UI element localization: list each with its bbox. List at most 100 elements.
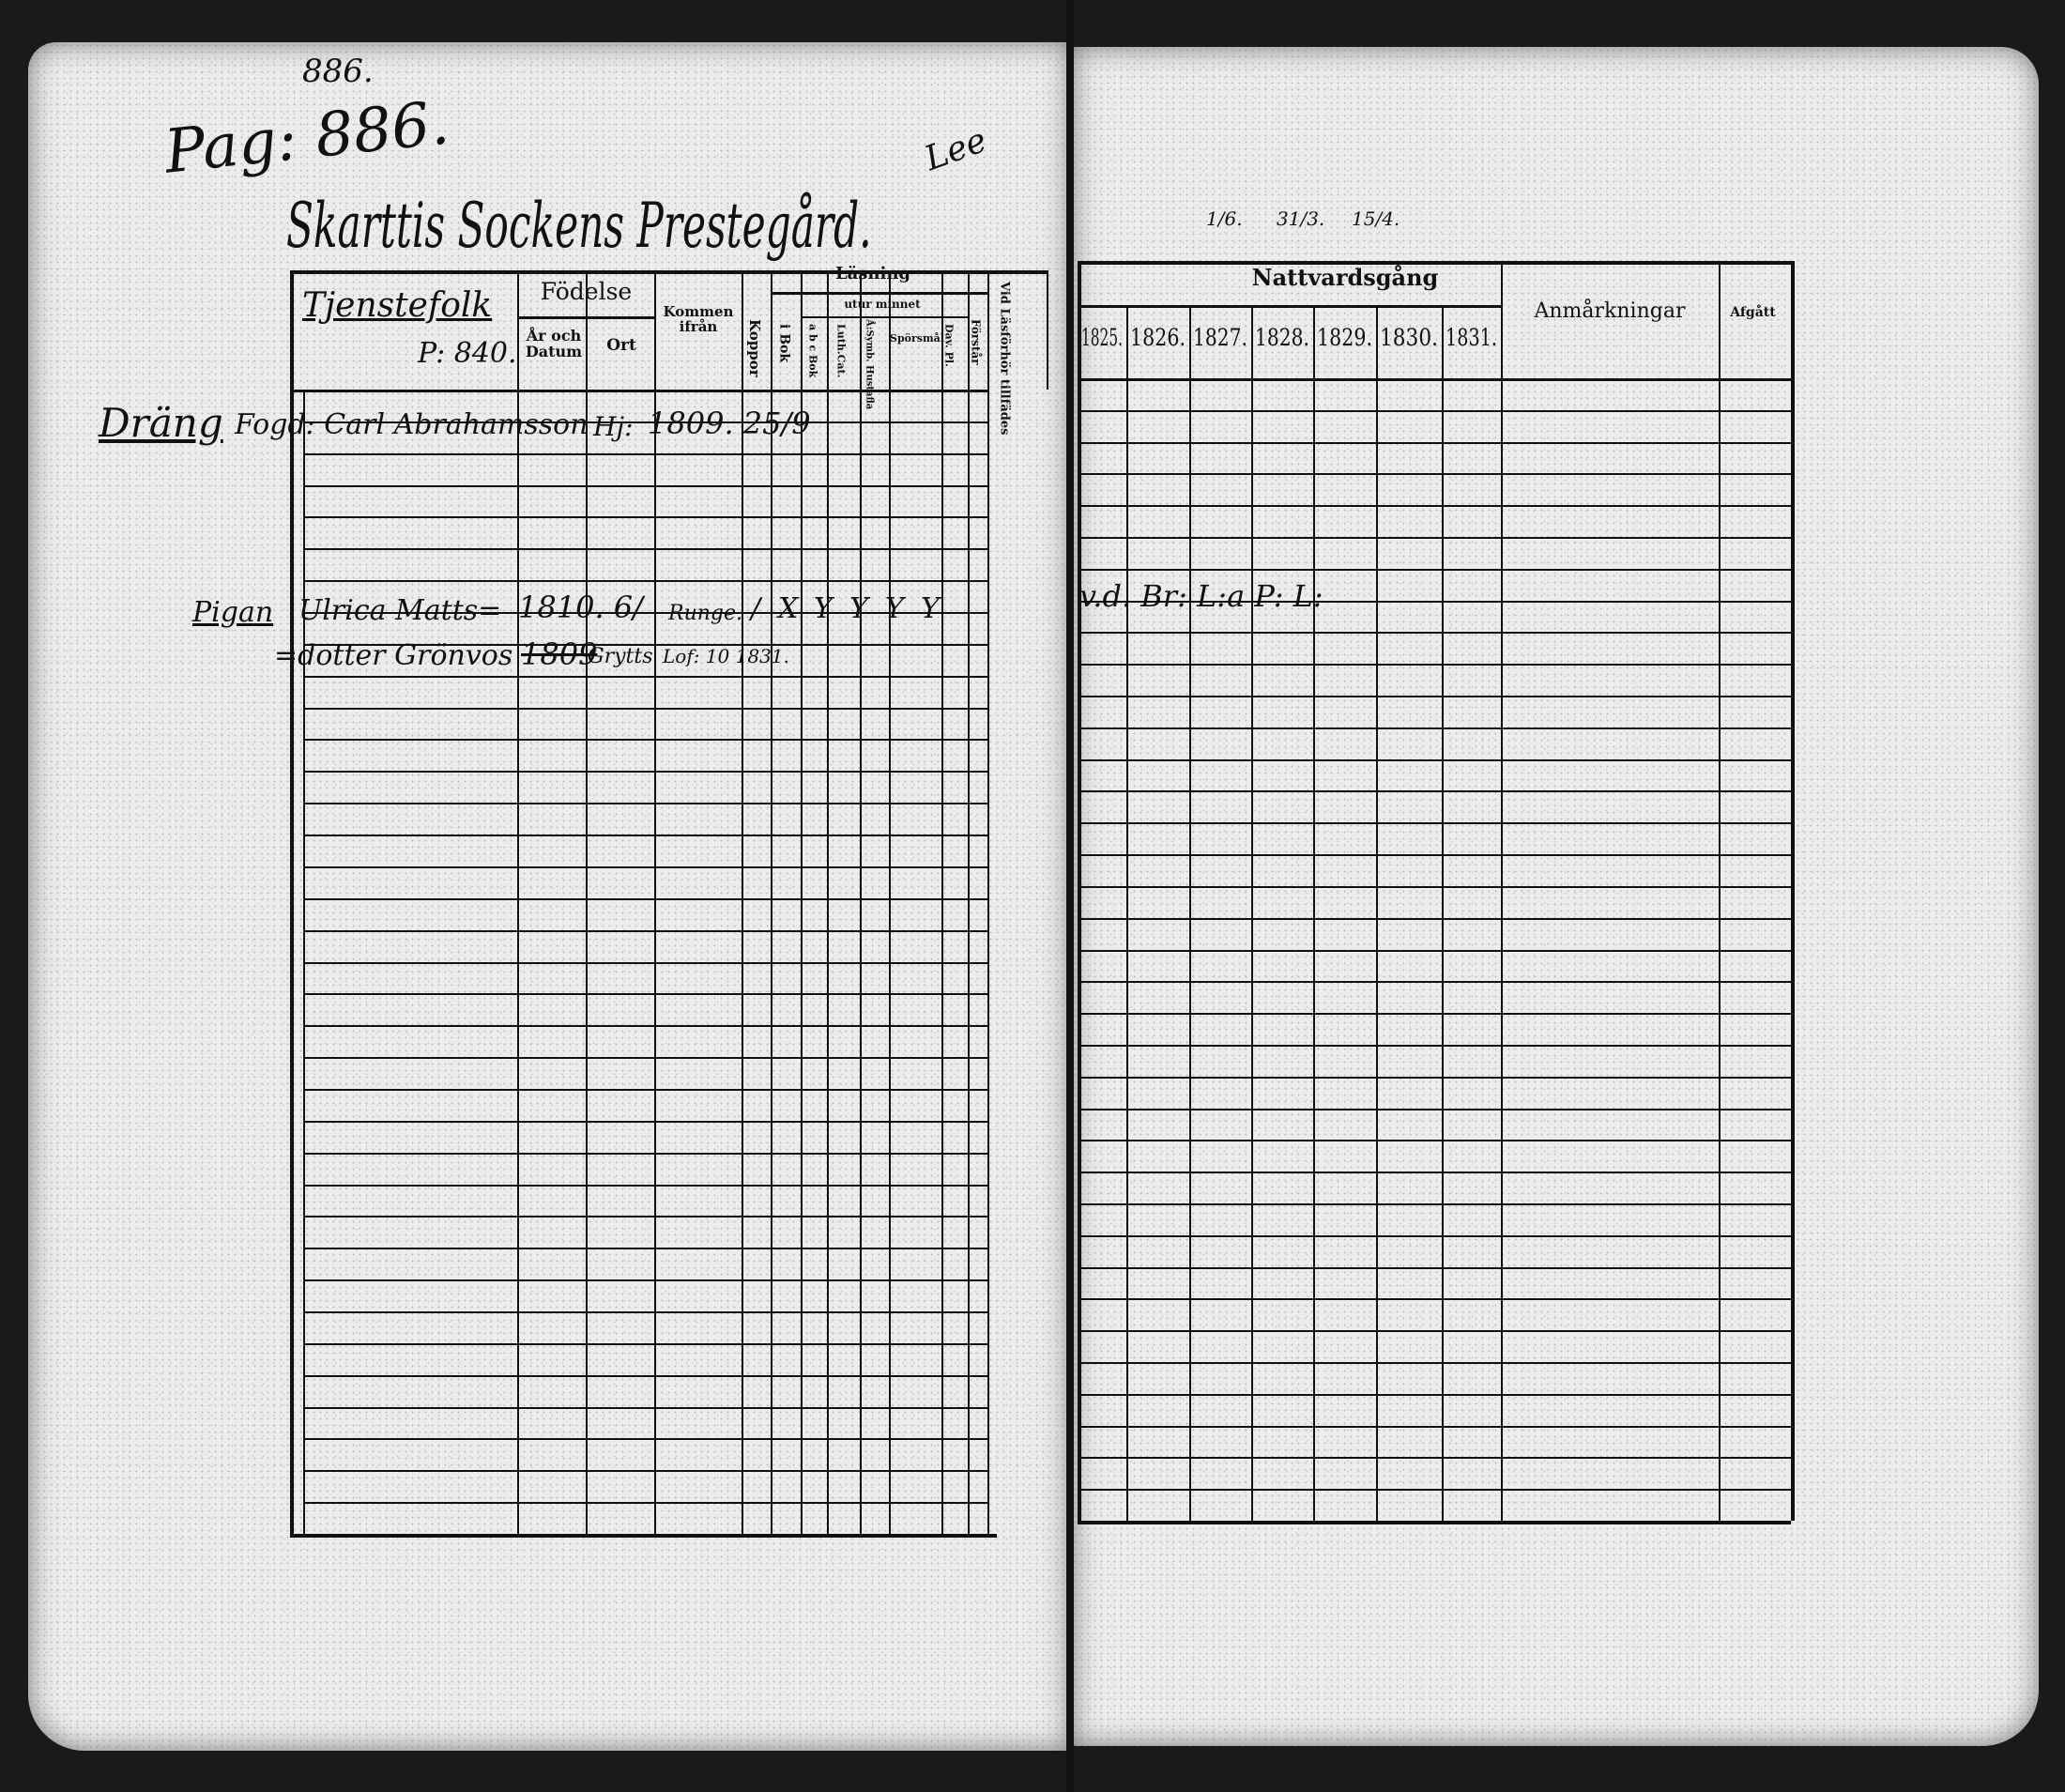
year-header-cell: 1830. (1380, 325, 1438, 356)
year-header: 1826. (1130, 324, 1185, 351)
row-rule (1078, 505, 1791, 507)
row-rule (1078, 1267, 1791, 1269)
row-rule (1078, 1394, 1791, 1396)
column-rule (1251, 305, 1253, 1521)
column-rule (1189, 305, 1191, 1521)
page-number: 886. (302, 53, 374, 90)
row-rule (1078, 1077, 1791, 1079)
lasning-mark: Y (814, 592, 833, 625)
row-rule (1078, 728, 1791, 729)
row-rule (303, 421, 987, 423)
row-rule (303, 676, 987, 678)
row-rule (303, 1025, 987, 1027)
date-above-3: 15/4. (1352, 207, 1400, 230)
row-rule (303, 1279, 987, 1281)
year-header-cell: 1831. (1446, 324, 1497, 356)
row-rule (1078, 759, 1791, 761)
header-afgatt: Afgått (1730, 305, 1776, 320)
column-rule (968, 270, 970, 1534)
header-page-ref: P: 840. (418, 337, 517, 370)
row-rule (303, 1089, 987, 1091)
row-rule (303, 1375, 987, 1377)
year-header-cell: 1828. (1255, 324, 1309, 356)
entry-2-birth-date: 1810. 6/ (518, 590, 643, 625)
row-rule (303, 1121, 987, 1123)
row-rule (1078, 1172, 1791, 1173)
column-rule (586, 270, 588, 1534)
column-rule (1376, 305, 1378, 1521)
fodelse-subrule (517, 316, 654, 319)
row-rule (303, 1407, 987, 1409)
year-header-cell: 1827. (1193, 324, 1247, 356)
lasning-mark: Y (849, 592, 868, 625)
header-bottom-rule (290, 390, 987, 392)
header-sporsmal: Spörsmål (890, 332, 944, 345)
entry-2-kommen-ifran-2: Lof: 10 1831. (663, 645, 789, 667)
row-rule (1078, 854, 1791, 856)
header-utur-minnet: utur minnet (844, 298, 921, 311)
table-bottom-rule (1078, 1521, 1791, 1524)
row-rule (303, 516, 987, 518)
column-rule (290, 270, 294, 1534)
entry-2-name-line1: Ulrica Matts= (298, 594, 502, 627)
row-rule (1078, 1140, 1791, 1141)
entry-2-kommen-ifran-1: Runge. (668, 602, 742, 625)
column-rule (1442, 305, 1444, 1521)
row-rule (1078, 1109, 1791, 1110)
row-rule (303, 1153, 987, 1155)
row-rule (303, 1057, 987, 1059)
column-rule (941, 270, 943, 1534)
header-koppor: Koppor (745, 319, 763, 377)
row-rule (1078, 1489, 1791, 1491)
header-dav-pl: Dav. Pl. (942, 324, 956, 367)
entry-2-koppor: / (751, 592, 761, 625)
column-rule (517, 270, 519, 1534)
column-rule (654, 270, 656, 1534)
entry-1-birth-date: 1809. 25/9 (648, 406, 811, 441)
row-rule (303, 644, 987, 646)
row-rule (303, 1311, 987, 1313)
register-title: Skarttis Sockens Prestegård. (286, 190, 872, 262)
row-rule (303, 1185, 987, 1187)
header-fodelse: Födelse (540, 278, 633, 305)
header-luth-cat: Luth.Cat. (834, 324, 848, 378)
row-rule (303, 771, 987, 773)
year-header-cell: 1829. (1317, 325, 1372, 356)
row-rule (303, 1438, 987, 1440)
year-header: 1831. (1446, 324, 1497, 351)
column-rule (801, 270, 803, 1534)
column-rule (1078, 261, 1081, 1521)
row-rule (1078, 664, 1791, 666)
entry-1-name: Fogd: Carl Abrahamsson (235, 408, 589, 441)
row-rule (1078, 601, 1791, 603)
table-bottom-rule (290, 1534, 997, 1538)
header-lasning: Läsning (834, 264, 911, 283)
entry-2-role: Pigan (192, 596, 274, 629)
year-header: 1828. (1255, 324, 1309, 351)
row-rule (1078, 537, 1791, 539)
row-rule (1078, 918, 1791, 920)
row-rule (303, 835, 987, 836)
row-rule (303, 993, 987, 995)
column-rule (860, 270, 862, 1534)
lasning-mark: X (778, 592, 799, 625)
header-ar-och-datum: År och Datum (525, 327, 583, 360)
lasning-subrule (771, 292, 987, 295)
nattvard-subrule (1078, 305, 1501, 308)
header-tjenstefolk: Tjenstefolk (302, 286, 493, 325)
row-rule (303, 485, 987, 487)
row-rule (1078, 822, 1791, 824)
header-ort: Ort (606, 336, 636, 355)
row-rule (1078, 950, 1791, 952)
row-rule (1078, 473, 1791, 475)
header-nattvardsgang: Nattvardsgång (1251, 264, 1439, 291)
header-forstar: Förstår (969, 319, 983, 365)
row-rule (303, 612, 987, 614)
row-rule (303, 708, 987, 710)
row-rule (1078, 1203, 1791, 1205)
row-rule (303, 866, 987, 868)
column-rule (742, 270, 743, 1534)
header-vid-lasforhor: Vid Läsförhör tillfädes (997, 282, 1012, 436)
year-header: 1827. (1193, 324, 1247, 351)
right-page (1072, 47, 2039, 1746)
